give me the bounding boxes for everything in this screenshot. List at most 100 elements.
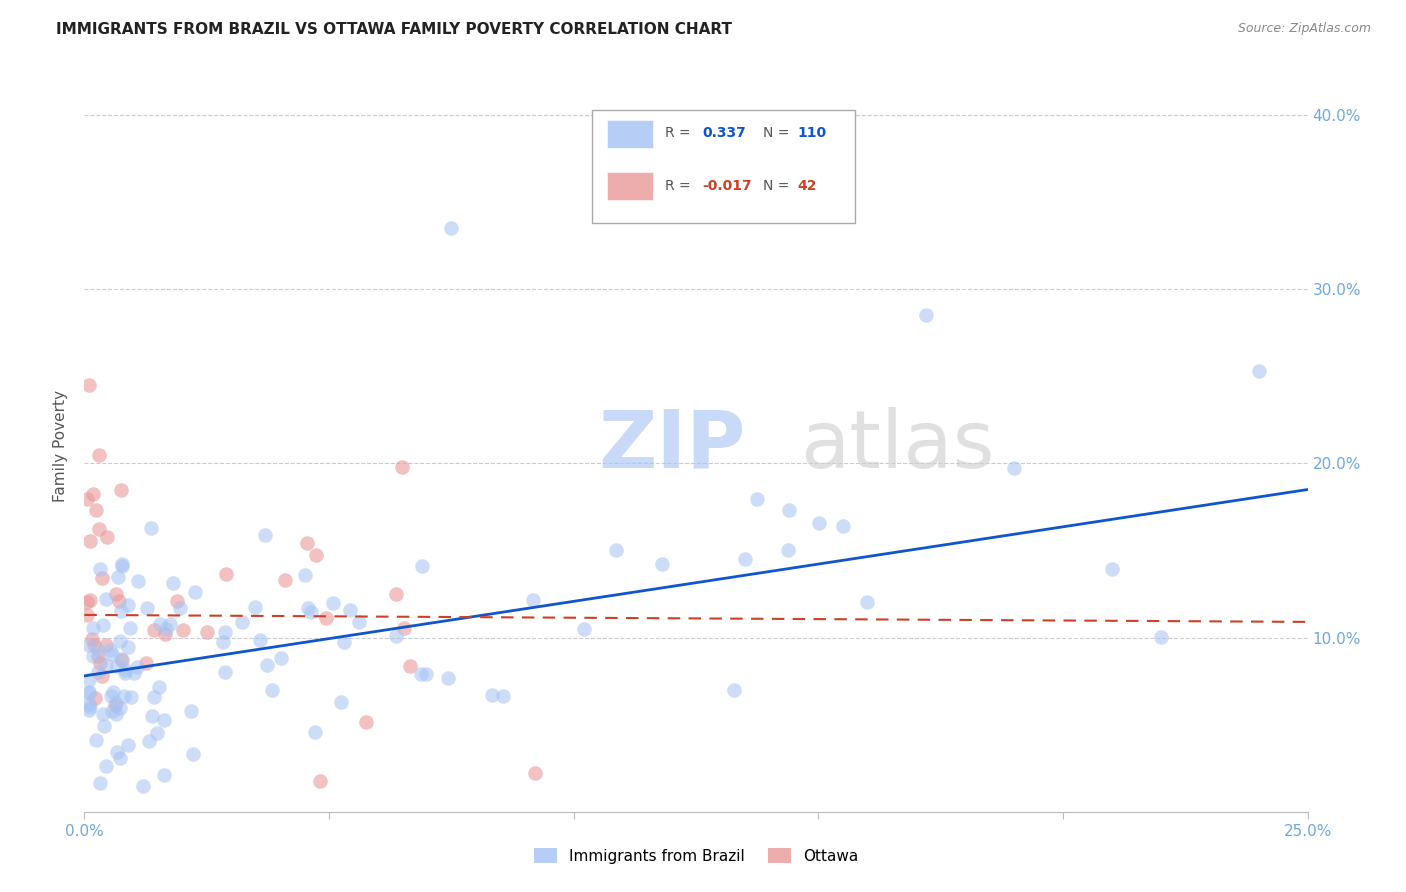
Point — [411, 559, 433, 574]
Point — [212, 635, 235, 649]
Point — [437, 671, 460, 685]
Text: N =: N = — [763, 126, 794, 140]
Point — [127, 574, 149, 588]
Point — [305, 548, 328, 562]
Point — [440, 221, 463, 235]
Point — [297, 601, 319, 615]
Point — [117, 640, 139, 654]
Point — [231, 615, 253, 630]
Point — [294, 567, 316, 582]
Point — [118, 621, 141, 635]
Point — [143, 690, 166, 704]
Point — [104, 696, 127, 710]
Text: R =: R = — [665, 126, 696, 140]
Point — [1247, 364, 1270, 378]
Point — [138, 734, 160, 748]
Point — [299, 606, 322, 620]
Legend: Immigrants from Brazil, Ottawa: Immigrants from Brazil, Ottawa — [527, 842, 865, 870]
Point — [100, 704, 122, 718]
Point — [256, 657, 278, 672]
Point — [110, 603, 132, 617]
Point — [87, 648, 110, 663]
Point — [172, 624, 194, 638]
Point — [96, 657, 118, 672]
Point — [195, 624, 218, 639]
Point — [96, 638, 118, 652]
Text: atlas: atlas — [800, 407, 994, 485]
Point — [77, 686, 100, 700]
Point — [329, 695, 352, 709]
Point — [122, 665, 145, 680]
Point — [523, 766, 546, 780]
Point — [856, 595, 879, 609]
Point — [492, 689, 515, 703]
Point — [409, 667, 432, 681]
Point — [83, 638, 105, 652]
Point — [125, 660, 148, 674]
Point — [322, 595, 344, 609]
Point — [108, 594, 131, 608]
Point — [120, 690, 142, 704]
Point — [77, 378, 100, 392]
FancyBboxPatch shape — [592, 110, 855, 223]
Point — [155, 622, 177, 636]
Point — [807, 516, 830, 531]
Point — [522, 593, 544, 607]
Point — [253, 528, 276, 542]
Point — [776, 543, 799, 558]
Point — [79, 592, 101, 607]
Point — [111, 557, 134, 571]
Point — [832, 519, 855, 533]
Text: 110: 110 — [797, 126, 827, 140]
Text: IMMIGRANTS FROM BRAZIL VS OTTAWA FAMILY POVERTY CORRELATION CHART: IMMIGRANTS FROM BRAZIL VS OTTAWA FAMILY … — [56, 22, 733, 37]
Point — [101, 685, 124, 699]
Point — [572, 622, 595, 636]
Point — [309, 773, 332, 788]
Point — [214, 624, 236, 639]
Point — [110, 701, 132, 715]
Text: 0.337: 0.337 — [702, 126, 745, 140]
Point — [98, 643, 121, 657]
Point — [93, 718, 115, 732]
Point — [184, 585, 207, 599]
Point — [153, 714, 176, 728]
Point — [136, 600, 159, 615]
Point — [82, 649, 104, 664]
Point — [1002, 461, 1025, 475]
Point — [356, 714, 378, 729]
Point — [108, 751, 131, 765]
Point — [84, 732, 107, 747]
Point — [415, 666, 437, 681]
Point — [87, 665, 110, 680]
Point — [87, 448, 110, 462]
Point — [104, 698, 127, 713]
Point — [347, 615, 370, 630]
Point — [104, 587, 127, 601]
Point — [100, 689, 122, 703]
Point — [94, 759, 117, 773]
Point — [111, 653, 134, 667]
Text: R =: R = — [665, 178, 696, 193]
Point — [91, 669, 114, 683]
Point — [651, 558, 673, 572]
Point — [304, 725, 326, 739]
Point — [399, 659, 422, 673]
Point — [89, 657, 111, 671]
Point — [385, 629, 408, 643]
Point — [96, 529, 118, 543]
FancyBboxPatch shape — [606, 172, 654, 200]
Point — [148, 680, 170, 694]
Point — [481, 688, 503, 702]
Text: N =: N = — [763, 178, 794, 193]
Point — [114, 666, 136, 681]
Point — [273, 573, 295, 587]
Point — [778, 503, 800, 517]
Text: 42: 42 — [797, 178, 817, 193]
Text: -0.017: -0.017 — [702, 178, 752, 193]
Point — [117, 598, 139, 612]
Point — [315, 611, 337, 625]
Point — [77, 697, 100, 711]
Point — [87, 643, 110, 657]
Point — [181, 747, 204, 762]
Point — [180, 704, 202, 718]
